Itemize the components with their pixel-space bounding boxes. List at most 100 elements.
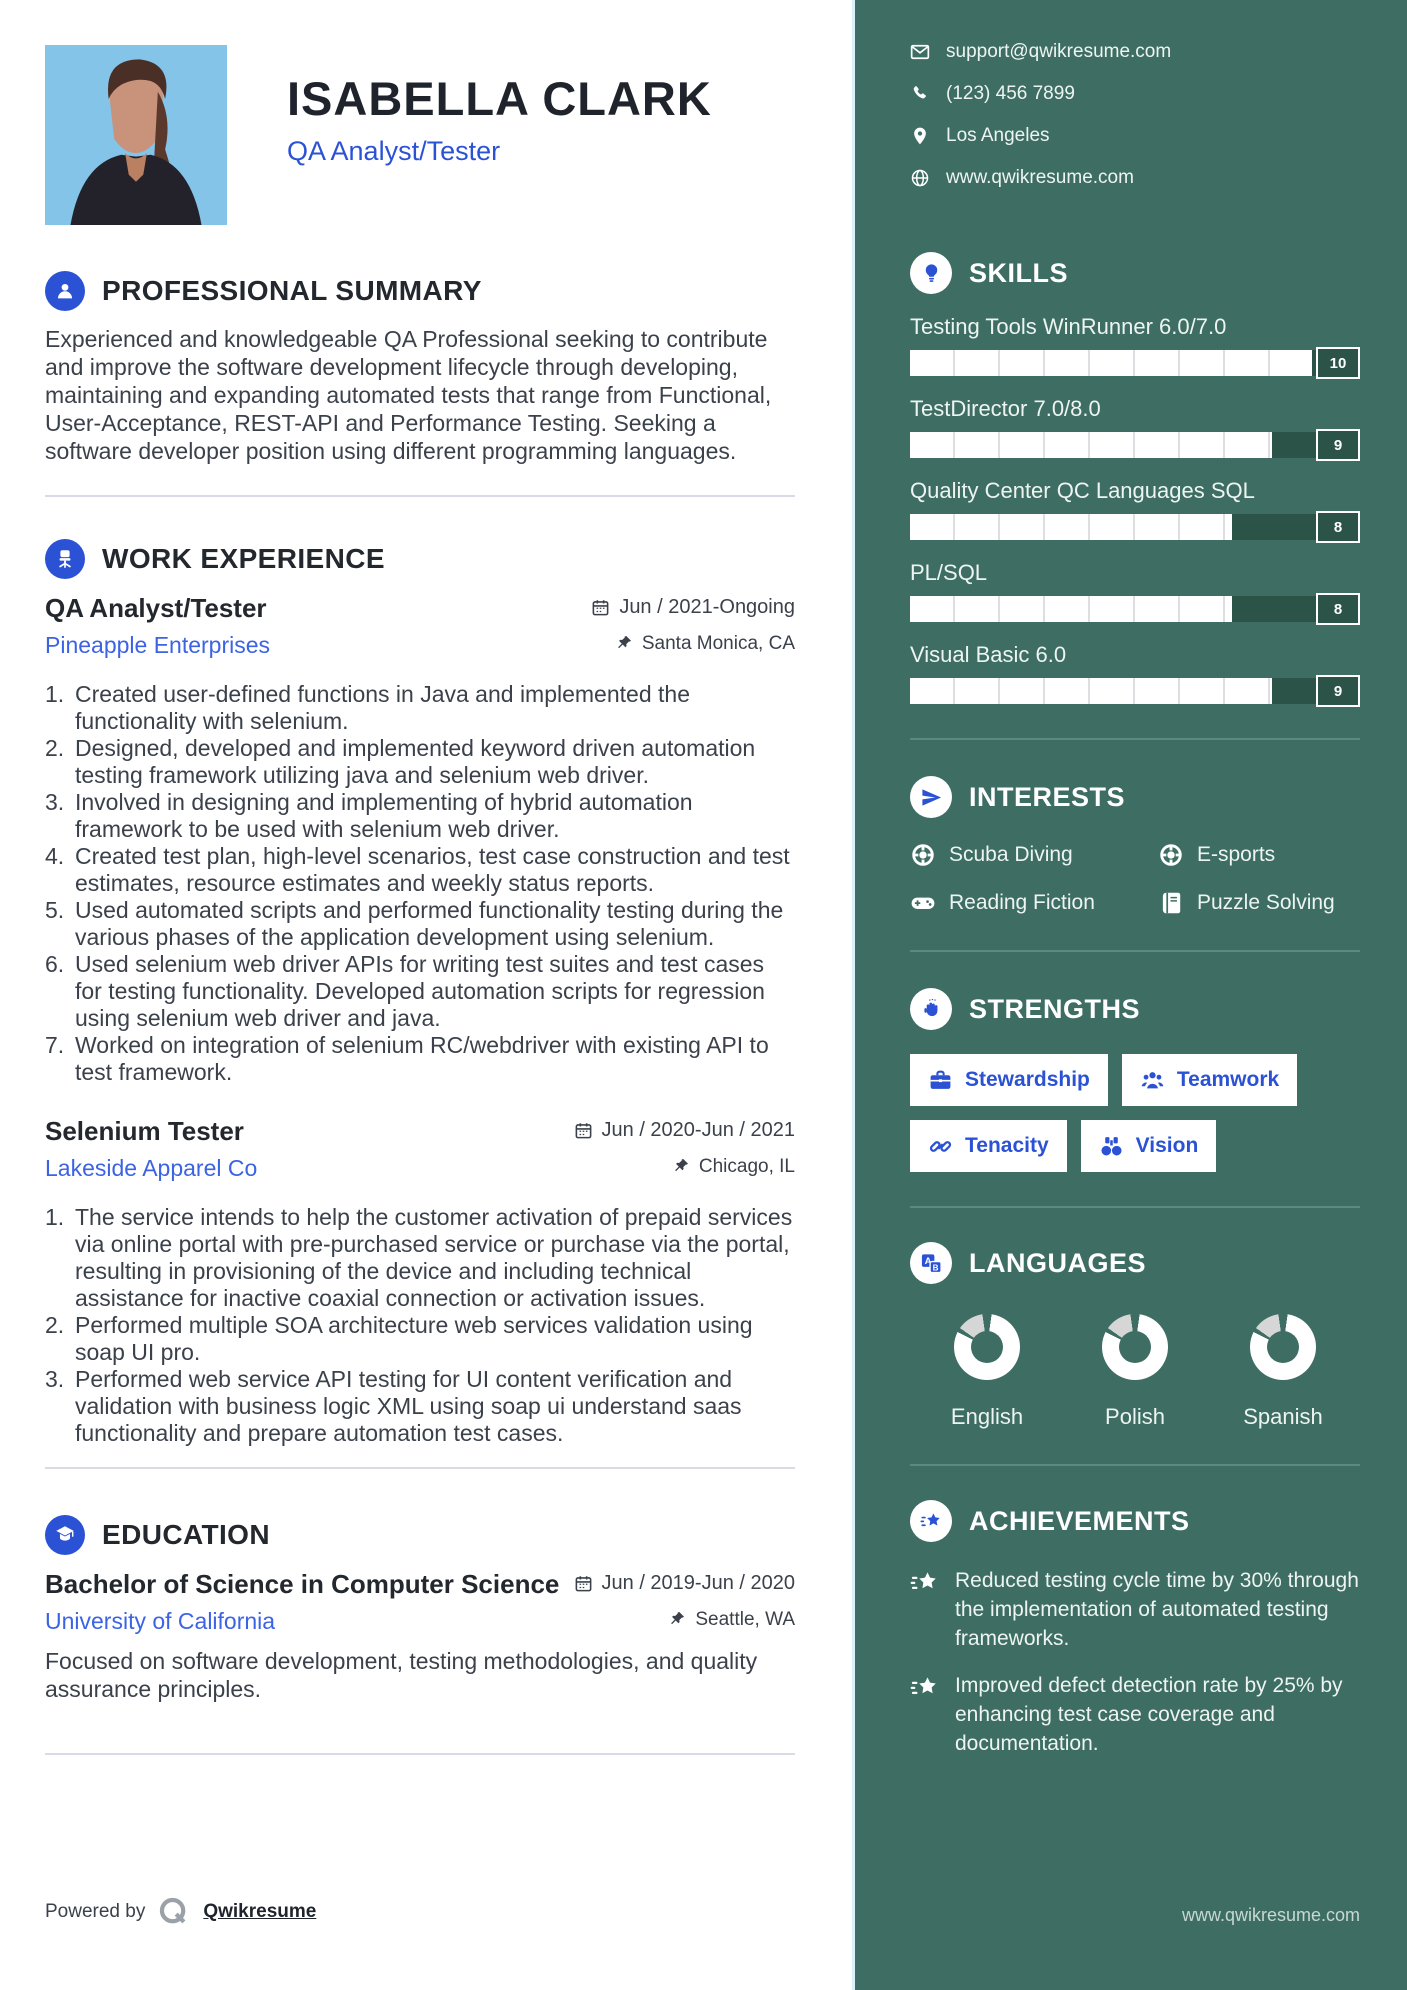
bullet-number: 2. [45,735,65,761]
job-bullet: 1. Created user-defined functions in Java… [45,681,795,735]
sidebar: support@qwikresume.com (123) 456 7899 Lo… [852,0,1407,1990]
job-bullet-list: 1. The service intends to help the custom… [45,1204,795,1447]
bullet-number: 5. [45,897,65,923]
skill-level-badge: 8 [1316,593,1360,625]
svg-text:A: A [924,1256,931,1267]
company-link[interactable]: Lakeside Apparel Co [45,1155,258,1181]
language-donut-chart [1102,1314,1168,1380]
bullet-text: Used selenium web driver APIs for writin… [75,951,765,1031]
pushpin-icon [674,1158,688,1172]
language-item: English [922,1314,1052,1430]
job-bullet: 5. Used automated scripts and performed f… [45,897,795,951]
shooting-star-icon [910,1677,936,1694]
skill-bar-fill [910,432,1272,458]
powered-by-footer: Powered by Qwikresume [45,1895,316,1929]
company-link[interactable]: Pineapple Enterprises [45,632,271,658]
languages-title: LANGUAGES [969,1247,1147,1278]
bullet-number: 4. [45,843,65,869]
work-header: WORK EXPERIENCE [45,539,795,579]
contact-block: support@qwikresume.com (123) 456 7899 Lo… [910,40,1360,190]
education-dates: Jun / 2019-Jun / 2020 [574,1572,795,1595]
strength-label: Stewardship [965,1068,1090,1091]
sidebar-divider [910,950,1360,952]
education-description: Focused on software development, testing… [45,1648,758,1702]
phone-link[interactable]: (123) 456 7899 [946,83,1075,104]
job-bullet: 3. Performed web service API testing for … [45,1366,795,1447]
divider [45,495,795,497]
skill-name: Visual Basic 6.0 [910,642,1067,667]
qwikresume-link[interactable]: Qwikresume [203,1901,317,1922]
location-text[interactable]: Los Angeles [946,125,1050,146]
sidebar-footer-site: www.qwikresume.com [1181,1905,1360,1925]
bullet-number: 3. [45,789,65,815]
job-bullet: 3. Involved in designing and implementing… [45,789,795,843]
skill-bar: 10 [910,347,1360,379]
job-title-row: Selenium Tester Jun / 2020-Jun / 2021 [45,1116,795,1147]
bullet-text: Involved in designing and implementing o… [75,789,693,842]
contact-phone: (123) 456 7899 [910,82,1360,106]
job-company-row: Pineapple Enterprises Santa Monica, CA [45,632,795,659]
job-bullet-list: 1. Created user-defined functions in Java… [45,681,795,1086]
graduate-icon [45,1515,85,1555]
strength-chip: Stewardship [910,1054,1108,1106]
skill-level-badge: 8 [1316,511,1360,543]
school-link[interactable]: University of California [45,1608,276,1634]
gamepad-icon [911,897,935,909]
calendar-icon [575,1123,591,1139]
identity-block: ISABELLA CLARK QA Analyst/Tester [287,45,712,167]
svg-text:B: B [932,1263,938,1272]
education-header: EDUCATION [45,1515,795,1555]
summary-section: PROFESSIONAL SUMMARY Experienced and kno… [45,271,795,465]
contact-location: Los Angeles [910,124,1360,148]
shooting-star-icon [910,1500,952,1542]
work-section: WORK EXPERIENCE QA Analyst/Tester Jun / 2… [45,539,795,1447]
bullet-text: Performed web service API testing for UI… [75,1366,742,1446]
skill-name: Quality Center QC Languages SQL [910,478,1255,503]
skill-level-badge: 10 [1316,347,1360,379]
skill-level-badge: 9 [1316,429,1360,461]
achievements-header: ACHIEVEMENTS [910,1500,1360,1542]
interest-item: E-sports [1158,842,1360,868]
bullet-number: 3. [45,1366,65,1392]
shooting-star-icon [910,1572,936,1589]
job-entry: Selenium Tester Jun / 2020-Jun / 2021 Lake… [45,1116,795,1447]
bullet-text: Created test plan, high-level scenarios,… [75,843,790,896]
skills-title: SKILLS [969,257,1069,288]
strengths-list: Stewardship Teamwork Tenacity Vision [910,1054,1360,1172]
job-company-row: Lakeside Apparel Co Chicago, IL [45,1155,795,1182]
job-bullet: 7. Worked on integration of selenium RC/w… [45,1032,795,1086]
website-link[interactable]: www.qwikresume.com [946,167,1134,188]
globe-icon [911,169,929,187]
resume-header: ISABELLA CLARK QA Analyst/Tester [45,45,795,225]
skill-bar: 9 [910,429,1360,461]
strength-label: Vision [1135,1134,1199,1157]
helm-icon [912,844,934,866]
skill-level-badge: 9 [1316,675,1360,707]
skills-header: SKILLS [910,252,1360,294]
sidebar-divider [910,1464,1360,1466]
briefcase-icon [930,1070,951,1089]
skill-bar-fill [910,596,1232,622]
interests-list: Scuba Diving E-sports Reading Fiction Puzzl… [910,842,1360,916]
envelope-icon [910,44,930,60]
job-title: QA Analyst/Tester [45,593,267,623]
language-item: Spanish [1218,1314,1348,1430]
qwikresume-logo-icon [160,1897,186,1924]
job-dates: Jun / 2020-Jun / 2021 [574,1119,795,1142]
job-bullet: 4. Created test plan, high-level scenario… [45,843,795,897]
calendar-icon [592,600,609,616]
bullet-number: 2. [45,1312,65,1338]
interest-label: E-sports [1197,843,1276,866]
language-item: Polish [1070,1314,1200,1430]
email-link[interactable]: support@qwikresume.com [946,41,1172,62]
fist-icon [910,988,952,1030]
job-bullet: 1. The service intends to help the custom… [45,1204,795,1312]
achievement-text: Improved defect detection rate by 25% by… [955,1674,1343,1755]
summary-header: PROFESSIONAL SUMMARY [45,271,795,311]
education-entry: Bachelor of Science in Computer Science … [45,1569,795,1703]
profile-photo [45,45,227,225]
skill-name: TestDirector 7.0/8.0 [910,396,1101,421]
binoculars-icon [1101,1136,1122,1155]
skill-name: PL/SQL [910,560,988,585]
bullet-text: Designed, developed and implemented keyw… [75,735,756,788]
